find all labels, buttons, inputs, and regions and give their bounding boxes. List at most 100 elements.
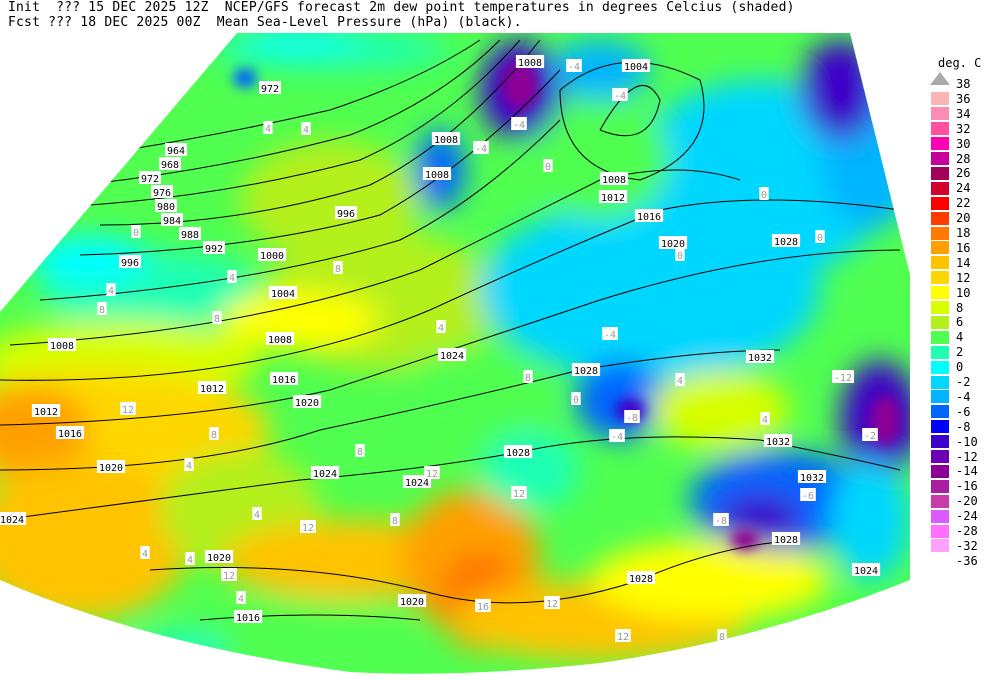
label-background [675,248,685,261]
label-background [31,404,61,417]
legend-color-box [931,405,949,419]
isobar-label: 1020 [207,553,231,564]
label-background [257,248,287,261]
legend-label: -10 [956,434,978,449]
isobar-label: 1032 [766,437,790,448]
dewpoint-contour-label: 4 [229,273,235,284]
label-background [221,568,237,581]
legend-color-box [931,375,949,389]
isobar-label: 1028 [506,448,530,459]
dewpoint-contour-label: 0 [573,395,579,406]
label-background [397,594,427,607]
label-background [599,172,629,185]
legend-color-box [931,524,949,538]
legend-color-box [931,166,949,180]
label-background [851,563,881,576]
isobar-label: 1016 [637,212,661,223]
legend-label: 26 [956,166,971,181]
label-background [515,55,545,68]
dewpoint-contour-label: 8 [99,305,105,316]
isobar-label: 980 [157,202,175,213]
label-background [96,460,126,473]
dewpoint-contour-label: -4 [475,144,487,155]
label-background [615,629,631,642]
label-background [598,190,628,203]
legend-unit: deg. C [938,56,982,70]
label-background [119,255,141,268]
legend-label: -12 [956,449,978,464]
label-background [431,132,461,145]
legend-label: -28 [956,524,978,538]
legend-label: -14 [956,464,978,479]
legend-label: 24 [956,181,971,196]
legend-color-box [931,315,949,329]
pressure-labels: 9729649689729769809849889929969961000100… [0,55,881,624]
legend-color-box [931,330,949,344]
label-background [771,532,801,545]
legend-label: 10 [956,285,971,300]
label-background [97,302,107,315]
dewpoint-contour-label: 12 [426,469,438,480]
dewpoint-contour-label: -6 [802,491,814,502]
label-background [437,348,467,361]
legend-color-box [931,494,949,508]
isobar-label: 976 [153,188,171,199]
isobar-label: 972 [261,84,279,95]
isobar-label: 1004 [624,62,648,73]
legend-label: -8 [956,419,971,434]
dewpoint-contour-label: 4 [438,323,444,334]
label-background [300,520,316,533]
label-background [355,444,365,457]
label-background [106,283,116,296]
dewpoint-contour-label: 4 [187,555,193,566]
label-background [292,395,322,408]
dewpoint-contour-label: -4 [604,330,616,341]
dewpoint-contour-label: -2 [864,431,876,442]
isobar-label: 1008 [518,58,542,69]
isobar-label: 1024 [405,478,429,489]
label-background [422,167,452,180]
isobar-label: 968 [161,160,179,171]
legend-color-box [931,509,949,523]
legend-label: -4 [956,389,971,404]
label-background [571,392,581,405]
label-background [436,320,446,333]
isobar-label: 1028 [629,574,653,585]
dewpoint-contour-label: -4 [513,120,525,131]
isobar-label: 1028 [574,366,598,377]
legend-color-box [931,241,949,255]
dewpoint-contour-label: 12 [122,405,134,416]
isobar-label: 1008 [434,135,458,146]
isobar-label: 1004 [271,289,295,300]
isobar-label: 1008 [50,341,74,352]
isobar-label: 1032 [748,353,772,364]
label-background [268,286,298,299]
legend-color-box [931,345,949,359]
isobar-label: 1012 [34,407,58,418]
label-background [626,571,656,584]
label-background [140,546,150,559]
dewpoint-contour-label: 4 [108,286,114,297]
label-background [227,270,237,283]
isobar-label: 964 [167,146,185,157]
legend-label: 0 [956,360,964,375]
legend-label: 22 [956,196,971,211]
label-background [503,445,533,458]
dewpoint-contour-label: 12 [546,599,558,610]
label-background [120,402,136,415]
legend-color-box [931,107,949,121]
dewpoint-contour-label: -4 [611,432,623,443]
legend-color-box [931,271,949,285]
dewpoint-contour-label: 16 [477,602,489,613]
map-title: NCEP/GFS forecast 2m dew point temperatu… [224,0,795,15]
label-background [612,88,628,101]
legend-color-box [931,137,949,151]
legend-color-box [931,256,949,270]
label-background [265,332,295,345]
label-background [544,596,560,609]
label-background [259,81,281,94]
legend-label: -36 [956,553,978,568]
isobar-label: 996 [121,258,139,269]
label-background [523,370,533,383]
